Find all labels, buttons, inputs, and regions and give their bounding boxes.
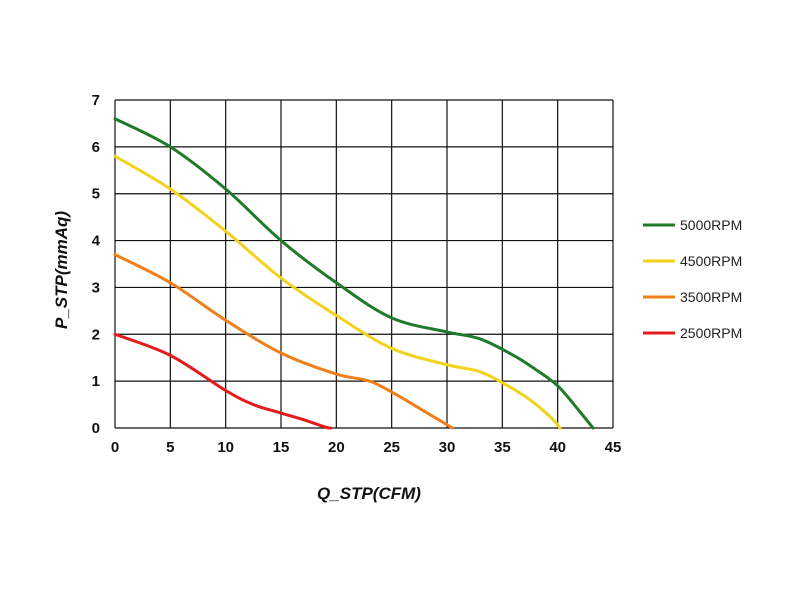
- y-tick-label: 3: [92, 279, 100, 296]
- x-tick-label: 35: [494, 439, 511, 456]
- y-tick-label: 6: [92, 139, 100, 156]
- legend-label-4500rpm: 4500RPM: [680, 253, 742, 269]
- y-tick-label: 1: [92, 373, 100, 390]
- series-group: [113, 117, 595, 430]
- legend-label-2500rpm: 2500RPM: [680, 325, 742, 341]
- series-line-5000rpm: [113, 117, 595, 430]
- x-tick-label: 15: [273, 439, 290, 456]
- y-tick-label: 5: [92, 186, 100, 203]
- y-axis-title: P_STP(mmAq): [52, 211, 71, 329]
- x-tick-label: 30: [439, 439, 456, 456]
- x-tick-label: 40: [549, 439, 566, 456]
- legend: 5000RPM 4500RPM 3500RPM 2500RPM: [643, 217, 742, 341]
- legend-label-3500rpm: 3500RPM: [680, 289, 742, 305]
- y-tick-label: 4: [92, 233, 101, 250]
- x-tick-label: 20: [328, 439, 345, 456]
- x-tick-label: 0: [111, 439, 119, 456]
- series-line-2500rpm: [113, 332, 333, 430]
- y-tick-label: 0: [92, 420, 100, 437]
- y-tick-label: 7: [92, 92, 100, 109]
- legend-label-5000rpm: 5000RPM: [680, 217, 742, 233]
- x-tick-label: 45: [605, 439, 622, 456]
- x-axis-title: Q_STP(CFM): [317, 484, 421, 503]
- x-tick-label: 25: [383, 439, 400, 456]
- series-line-4500rpm: [113, 154, 562, 430]
- x-tick-label: 5: [166, 439, 174, 456]
- series-line-3500rpm: [113, 253, 455, 430]
- x-tick-label: 10: [217, 439, 234, 456]
- y-tick-label: 2: [92, 326, 100, 343]
